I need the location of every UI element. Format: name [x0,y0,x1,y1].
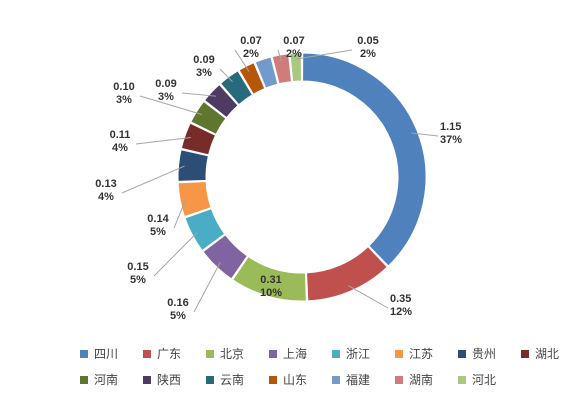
legend-label-6: 贵州 [472,347,496,361]
legend-swatch-13 [395,376,403,384]
legend-swatch-4 [332,350,340,358]
leader-line-1 [348,285,389,309]
data-label-value-1: 0.35 [390,293,411,305]
leader-line-14 [295,49,353,60]
data-label-percent-2: 10% [260,287,282,299]
legend-swatch-8 [80,376,88,384]
data-label-percent-9: 3% [158,91,174,103]
legend-swatch-11 [269,376,277,384]
leader-lines-group [121,49,439,313]
legend-swatch-14 [458,376,466,384]
data-label-value-0: 1.15 [440,121,461,133]
legend-label-14: 河北 [472,373,496,387]
data-label-percent-1: 12% [390,306,412,318]
legend-swatch-5 [395,350,403,358]
data-label-value-3: 0.16 [167,297,188,309]
slice-1 [306,245,389,302]
legend-swatch-12 [332,376,340,384]
legend-swatch-10 [206,376,214,384]
data-label-percent-7: 4% [112,142,128,154]
slices-group [177,52,427,302]
data-label-value-14: 0.05 [357,35,378,47]
leader-line-8 [139,95,203,115]
slice-11 [238,62,266,95]
data-label-percent-11: 2% [243,48,259,60]
data-label-percent-3: 5% [170,310,186,322]
legend-swatch-0 [80,350,88,358]
slice-10 [219,70,254,106]
leader-line-3 [193,261,221,313]
legend-label-8: 河南 [94,372,118,387]
legend-label-4: 浙江 [346,347,370,361]
slice-0 [302,52,427,267]
data-label-value-4: 0.15 [127,261,148,273]
data-label-percent-0: 37% [440,134,462,146]
leader-line-10 [219,68,233,83]
legend-swatch-7 [521,350,529,358]
data-label-percent-14: 2% [360,48,376,60]
slice-6 [177,149,209,182]
slice-14 [289,52,302,83]
slice-3 [202,234,249,280]
slice-4 [184,208,226,252]
legend-label-10: 云南 [220,372,244,387]
slice-9 [203,83,239,119]
legend-label-0: 四川 [94,347,118,361]
leader-line-7 [135,137,191,145]
leader-line-13 [277,49,282,61]
data-label-percent-6: 4% [98,191,114,203]
data-label-value-10: 0.09 [193,54,214,66]
slice-13 [271,53,293,85]
data-label-percent-5: 5% [150,226,166,238]
leader-line-9 [181,92,217,97]
data-label-value-7: 0.11 [110,129,131,141]
data-label-value-8: 0.10 [113,81,134,93]
legend-label-13: 湖南 [409,372,433,387]
slice-8 [190,100,227,135]
legend-label-3: 上海 [283,346,307,361]
legend-swatch-3 [269,350,277,358]
leader-line-11 [234,49,250,72]
data-label-value-5: 0.14 [147,213,169,225]
legend-label-1: 广东 [157,347,181,361]
legend-label-9: 陕西 [157,372,181,387]
data-label-value-13: 0.07 [283,35,304,47]
leader-line-0 [411,132,439,137]
data-label-percent-8: 3% [116,94,132,106]
legend-label-2: 北京 [220,347,244,361]
slice-12 [254,56,279,89]
slice-2 [231,255,307,302]
legend-label-12: 福建 [346,372,370,387]
slice-7 [180,122,217,156]
data-label-percent-4: 5% [130,274,146,286]
legend-swatch-9 [143,376,151,384]
legend-swatch-1 [143,350,151,358]
data-labels-group: 1.1537%0.3512%0.3110%0.165%0.155%0.145%0… [95,35,462,322]
data-label-value-6: 0.13 [95,178,116,190]
legend-label-5: 江苏 [409,347,433,361]
data-label-percent-10: 3% [196,67,212,79]
leader-line-5 [173,198,187,229]
legend-label-7: 湖北 [535,346,559,361]
leader-line-4 [153,231,199,277]
leader-line-6 [121,165,185,194]
legend-label-11: 山东 [283,373,307,387]
data-label-percent-13: 2% [286,48,302,60]
slice-5 [177,181,212,218]
data-label-value-9: 0.09 [155,78,176,90]
data-label-value-11: 0.07 [240,35,261,47]
data-label-value-2: 0.31 [260,274,281,286]
legend-swatch-2 [206,350,214,358]
legend-swatch-6 [458,350,466,358]
